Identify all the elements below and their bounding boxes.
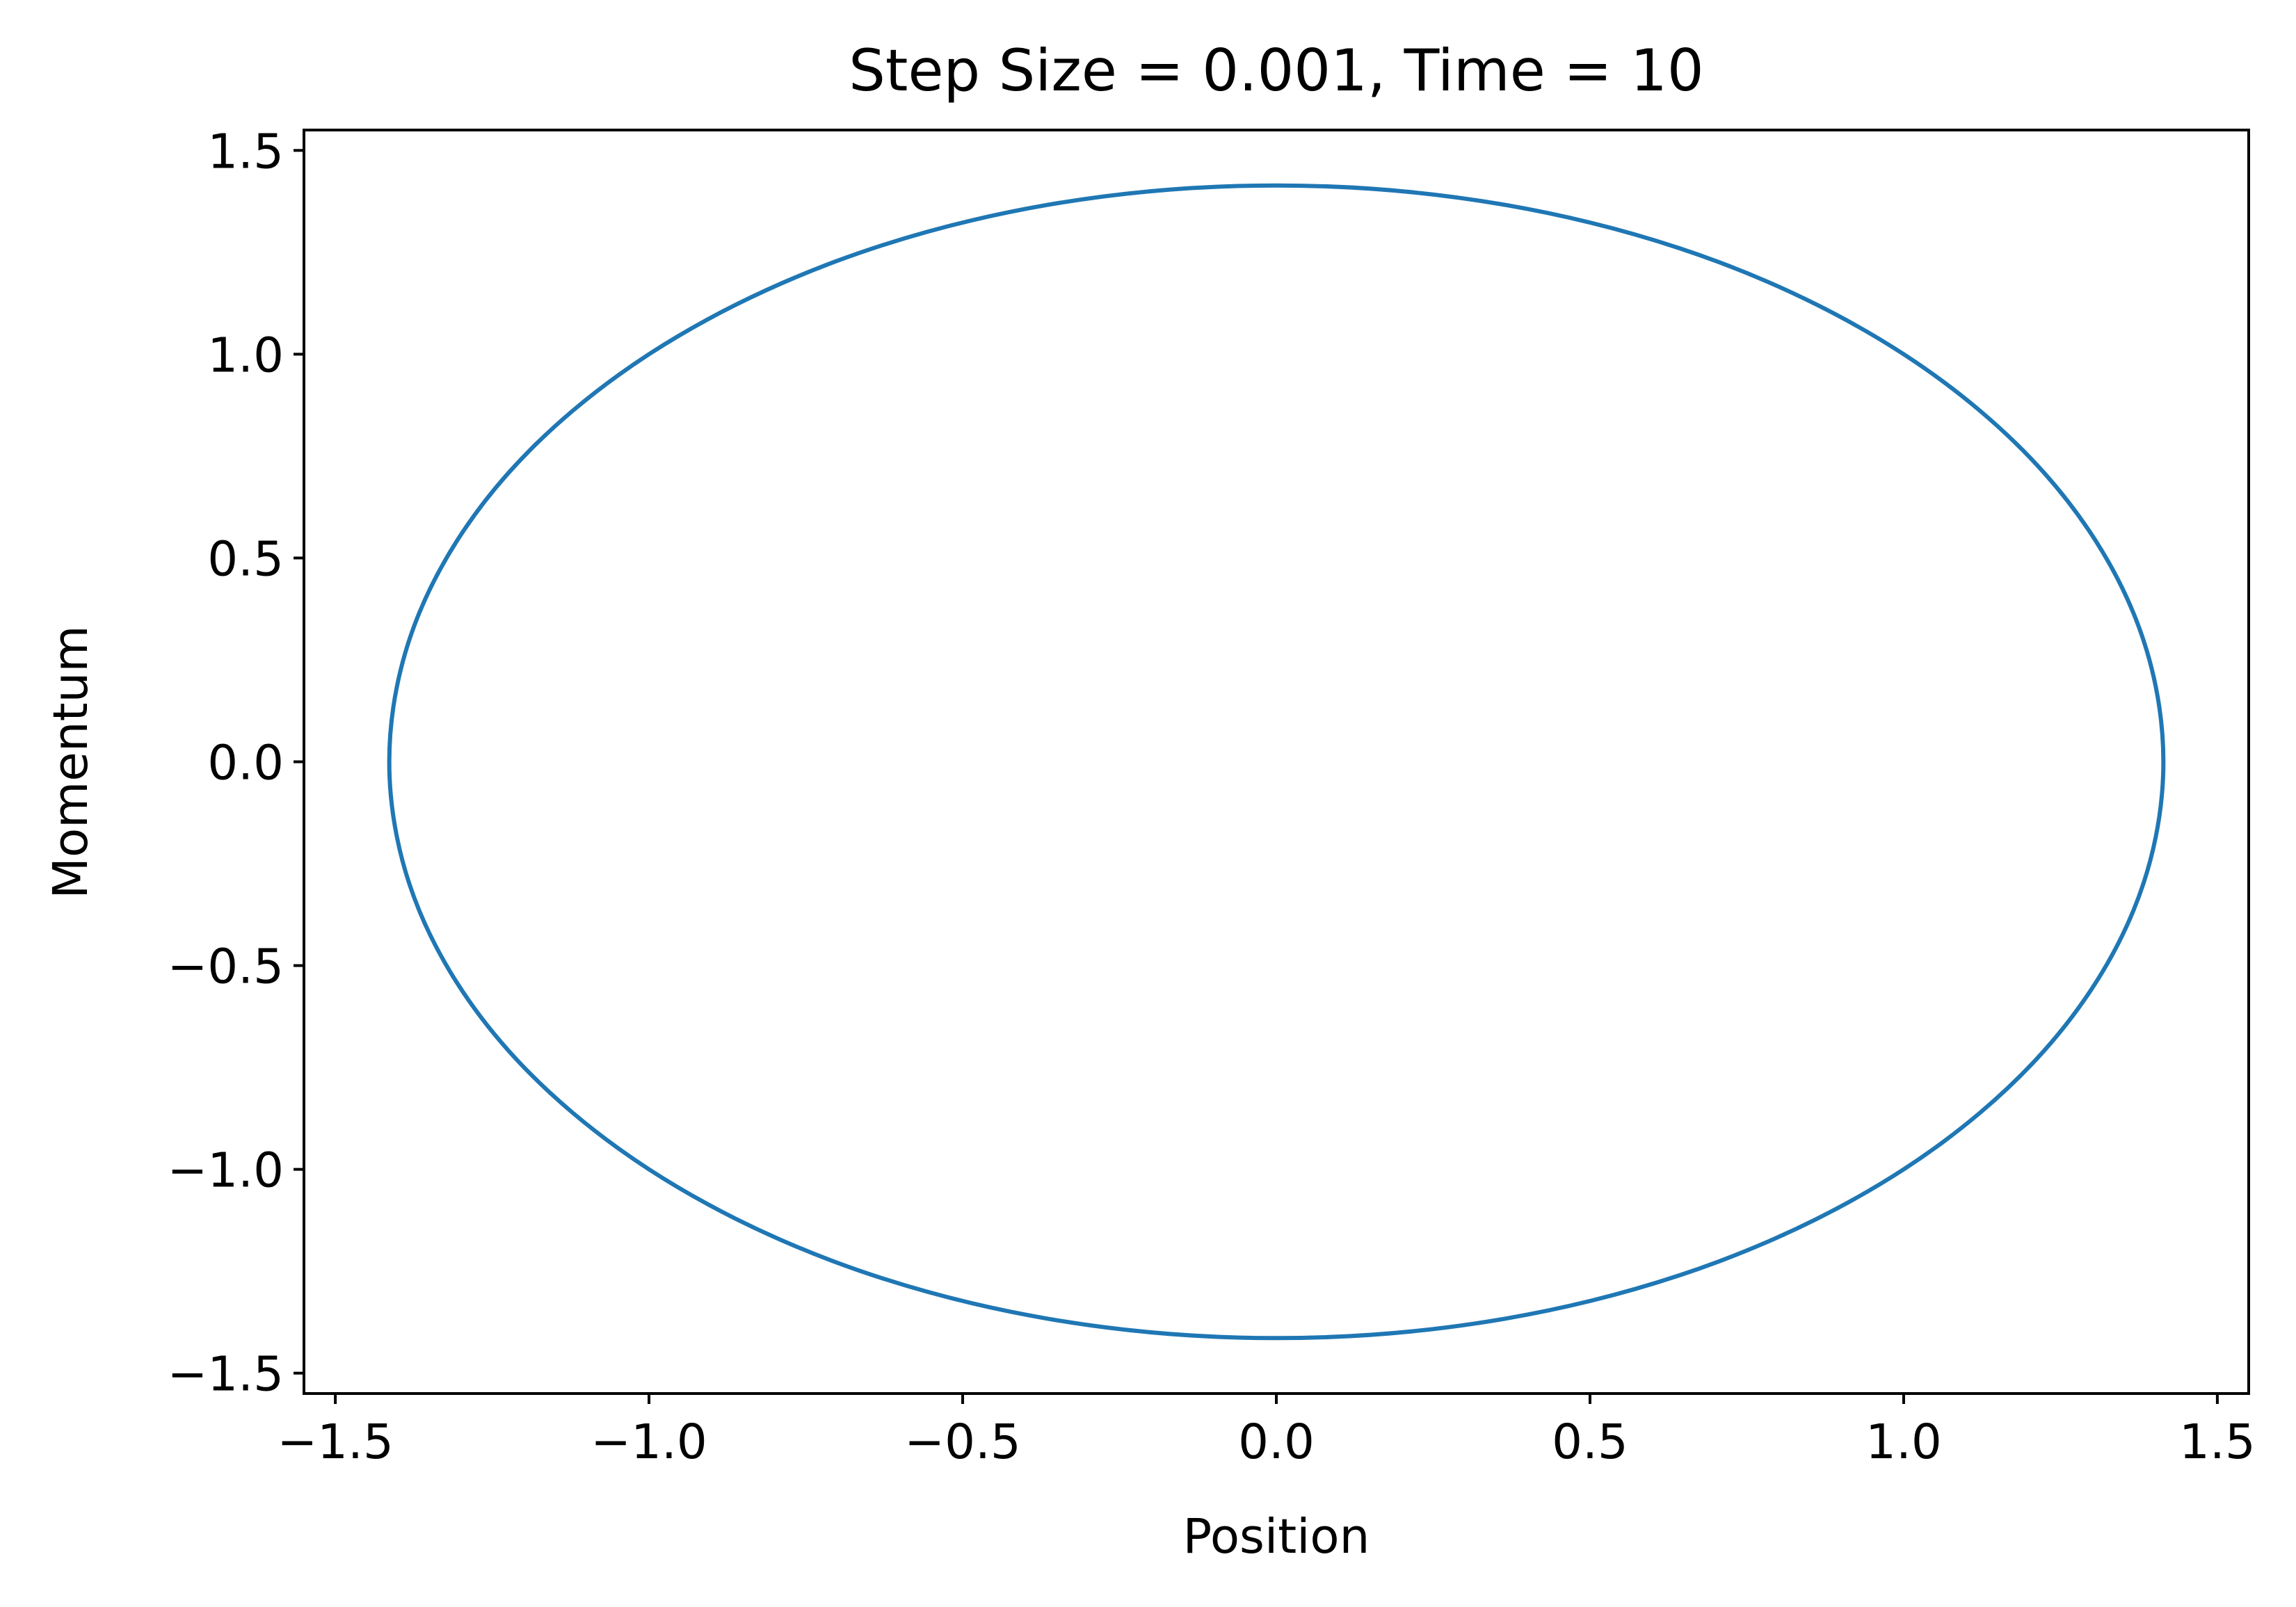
x-axis-label: Position bbox=[1183, 1509, 1370, 1565]
chart-title: Step Size = 0.001, Time = 10 bbox=[849, 37, 1703, 104]
series-layer bbox=[387, 183, 2166, 1341]
y-tick-label: −1.5 bbox=[167, 1347, 284, 1403]
y-tick-label: −1.0 bbox=[167, 1143, 284, 1199]
x-tick-label: 1.0 bbox=[1865, 1414, 1942, 1470]
x-tick-label: −1.5 bbox=[277, 1414, 394, 1470]
y-axis-label: Momentum bbox=[43, 625, 99, 898]
x-tick-label: 0.5 bbox=[1552, 1414, 1628, 1470]
y-tick-label: 1.5 bbox=[207, 124, 284, 179]
y-tick-label: −0.5 bbox=[167, 939, 284, 995]
y-tick-label: 0.0 bbox=[207, 736, 284, 791]
x-axis-ticks: −1.5 −1.0 −0.5 0.0 0.5 1.0 1.5 bbox=[277, 1394, 2256, 1470]
x-tick-label: 1.5 bbox=[2179, 1414, 2256, 1470]
y-tick-label: 1.0 bbox=[207, 328, 284, 383]
plot-area bbox=[304, 130, 2249, 1394]
y-tick-label: 0.5 bbox=[207, 531, 284, 587]
y-axis-ticks: −1.5 −1.0 −0.5 0.0 0.5 1.0 1.5 bbox=[167, 124, 304, 1403]
x-tick-label: −0.5 bbox=[904, 1414, 1021, 1470]
series-line-0 bbox=[387, 183, 2166, 1341]
x-tick-label: 0.0 bbox=[1238, 1414, 1315, 1470]
x-tick-label: −1.0 bbox=[591, 1414, 707, 1470]
